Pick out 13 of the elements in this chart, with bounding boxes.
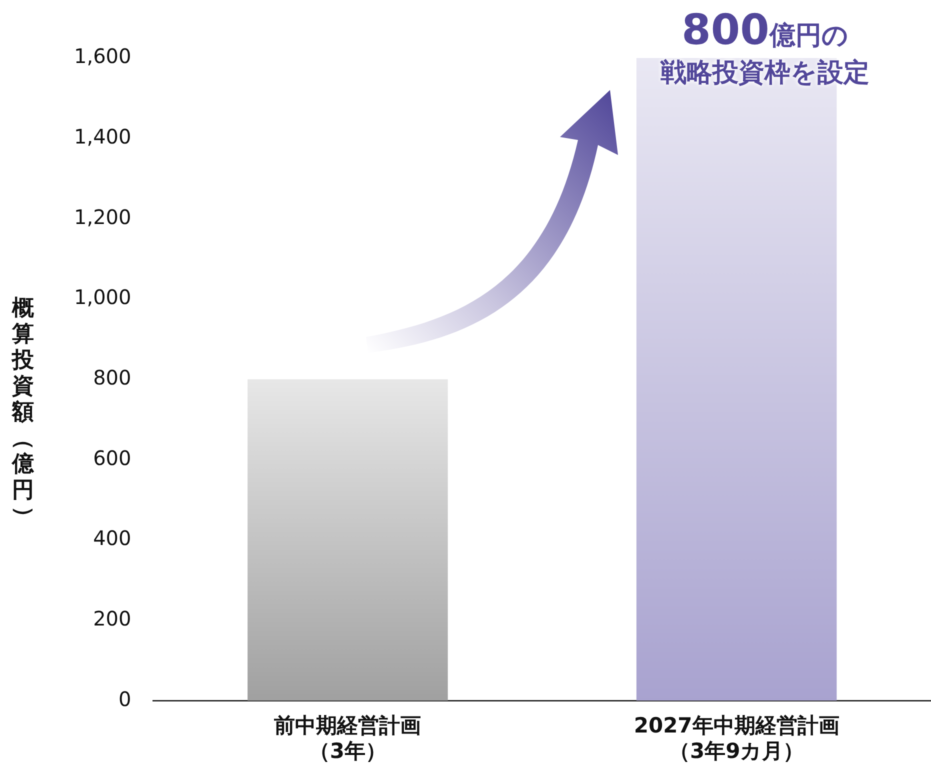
- x-tick-label: 2027年中期経営計画（3年9カ月）: [634, 714, 840, 763]
- y-tick-label: 0: [118, 686, 132, 711]
- x-tick-label: 前中期経営計画（3年）: [273, 714, 422, 763]
- y-tick-label: 1,600: [74, 44, 132, 68]
- y-tick-label: 400: [93, 526, 132, 550]
- y-tick-label: 800: [93, 366, 132, 390]
- y-tick-label: 200: [93, 606, 132, 630]
- y-tick-label: 600: [93, 446, 132, 470]
- y-tick-label: 1,000: [74, 285, 132, 310]
- annotation: 800億円の戦略投資枠を設定: [659, 4, 870, 89]
- y-tick-label: 1,400: [74, 124, 132, 149]
- text: 概算投資額（億円）: [11, 296, 36, 528]
- y-tick-label: 1,200: [74, 204, 132, 229]
